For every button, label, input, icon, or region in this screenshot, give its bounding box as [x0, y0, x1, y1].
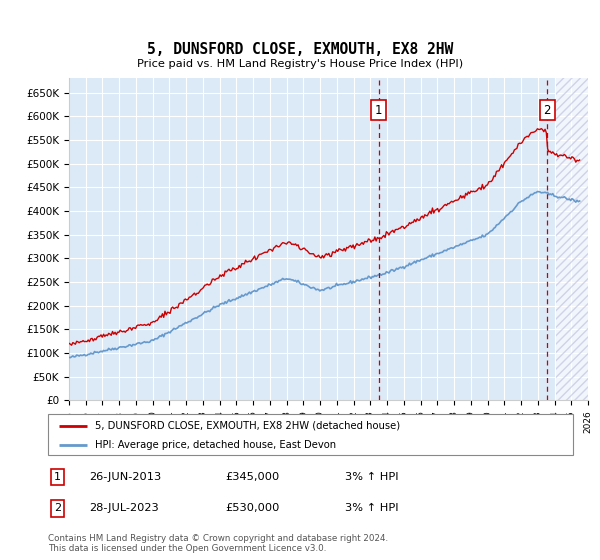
Text: 3% ↑ HPI: 3% ↑ HPI	[345, 472, 398, 482]
Text: 26-JUN-2013: 26-JUN-2013	[89, 472, 161, 482]
Text: HPI: Average price, detached house, East Devon: HPI: Average price, detached house, East…	[95, 440, 337, 450]
Text: Price paid vs. HM Land Registry's House Price Index (HPI): Price paid vs. HM Land Registry's House …	[137, 59, 463, 69]
Text: £345,000: £345,000	[225, 472, 279, 482]
Text: 2: 2	[54, 503, 61, 514]
FancyBboxPatch shape	[48, 414, 573, 455]
Text: 1: 1	[375, 104, 382, 116]
Text: 2: 2	[544, 104, 551, 116]
Text: 5, DUNSFORD CLOSE, EXMOUTH, EX8 2HW: 5, DUNSFORD CLOSE, EXMOUTH, EX8 2HW	[147, 42, 453, 57]
Text: £530,000: £530,000	[225, 503, 280, 514]
Polygon shape	[556, 78, 588, 400]
Text: Contains HM Land Registry data © Crown copyright and database right 2024.
This d: Contains HM Land Registry data © Crown c…	[48, 534, 388, 553]
Text: 3% ↑ HPI: 3% ↑ HPI	[345, 503, 398, 514]
Text: 28-JUL-2023: 28-JUL-2023	[89, 503, 158, 514]
Text: 1: 1	[54, 472, 61, 482]
Text: 5, DUNSFORD CLOSE, EXMOUTH, EX8 2HW (detached house): 5, DUNSFORD CLOSE, EXMOUTH, EX8 2HW (det…	[95, 421, 400, 431]
